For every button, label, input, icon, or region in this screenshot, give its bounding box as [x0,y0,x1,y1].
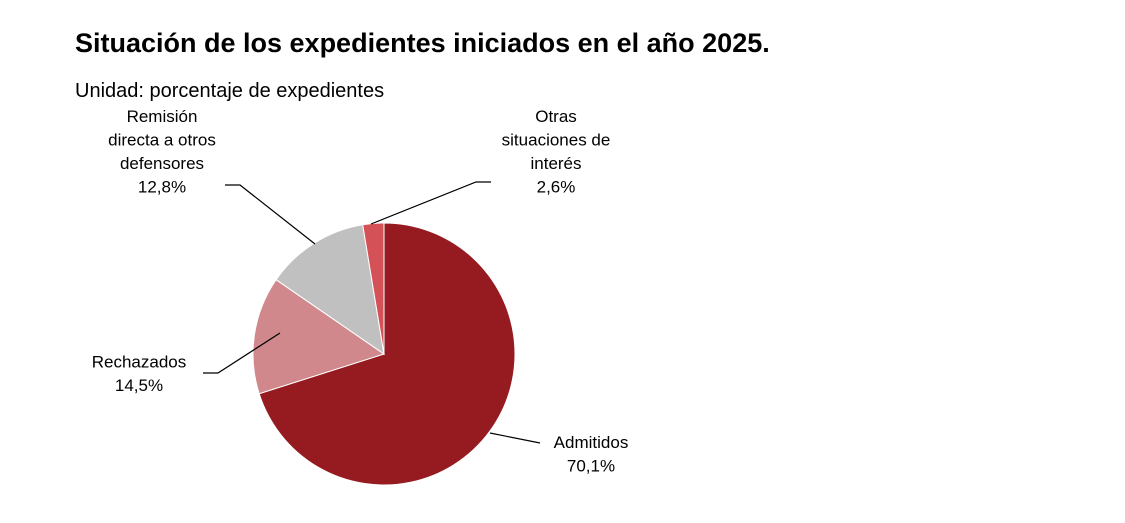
chart-subtitle: Unidad: porcentaje de expedientes [75,80,385,102]
slice-label-line: defensores [120,154,204,173]
slice-label-line: Otras [535,107,577,126]
slice-label-line: Remisión [127,107,198,126]
slice-value: 14,5% [115,376,163,395]
leader-line-remision-directa-a-otros-defensores [225,184,316,245]
slice-value: 12,8% [138,177,186,196]
leader-line-rechazados [203,332,281,374]
pie-slice-rechazados [252,278,386,395]
chart-title: Situación de los expedientes iniciados e… [75,28,770,58]
slice-label-line: situaciones de [502,130,611,149]
slice-label-line: interés [530,154,581,173]
slice-label-line: directa a otros [108,130,216,149]
pie-slice-admitidos [258,222,516,486]
slice-value: 2,6% [537,177,576,196]
slice-value: 70,1% [567,456,615,475]
slice-label-admitidos: Admitidos 70,1% [554,433,629,476]
slice-label-line: Rechazados [92,352,187,371]
slice-label-line: Admitidos [554,433,629,452]
slice-label-remision-directa-a-otros-defensores: Remisión directa a otros defensores 12,8% [108,107,216,197]
slice-label-rechazados: Rechazados 14,5% [92,352,187,395]
slice-label-otras-situaciones-de-interes: Otras situaciones de interés 2,6% [502,107,611,197]
leader-line-otras-situaciones-de-interes [370,181,491,225]
leader-line-admitidos [489,432,541,444]
